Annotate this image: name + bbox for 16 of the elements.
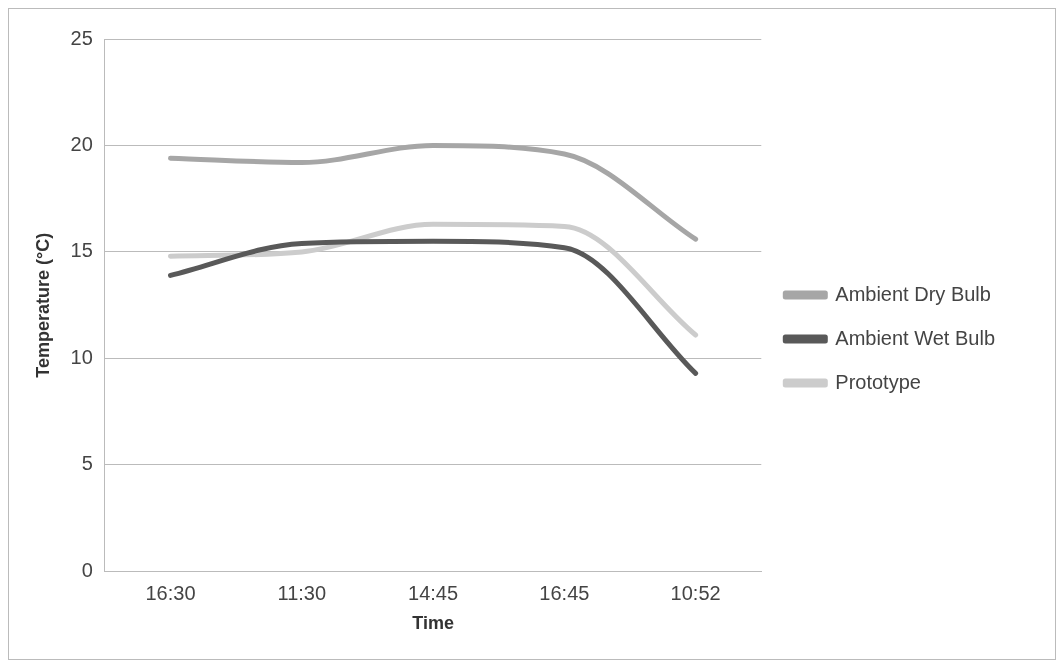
x-tick-label: 16:45 (539, 581, 590, 604)
legend-label: Ambient Wet Bulb (835, 326, 996, 349)
x-tick-label: 10:52 (670, 581, 721, 604)
y-tick-label: 10 (70, 345, 93, 368)
y-axis-title: Temperature (°C) (32, 232, 53, 378)
y-tick-label: 25 (70, 26, 93, 49)
legend-label: Ambient Dry Bulb (835, 282, 991, 305)
x-tick-label: 16:30 (145, 581, 196, 604)
x-axis-title: Time (412, 613, 454, 634)
x-tick-label: 14:45 (408, 581, 459, 604)
y-tick-label: 5 (81, 452, 93, 475)
x-tick-label: 11:30 (277, 581, 327, 604)
y-tick-label: 20 (70, 133, 93, 155)
legend-label: Prototype (835, 370, 921, 393)
y-tick-label: 15 (70, 239, 93, 262)
y-tick-label: 0 (81, 558, 93, 581)
